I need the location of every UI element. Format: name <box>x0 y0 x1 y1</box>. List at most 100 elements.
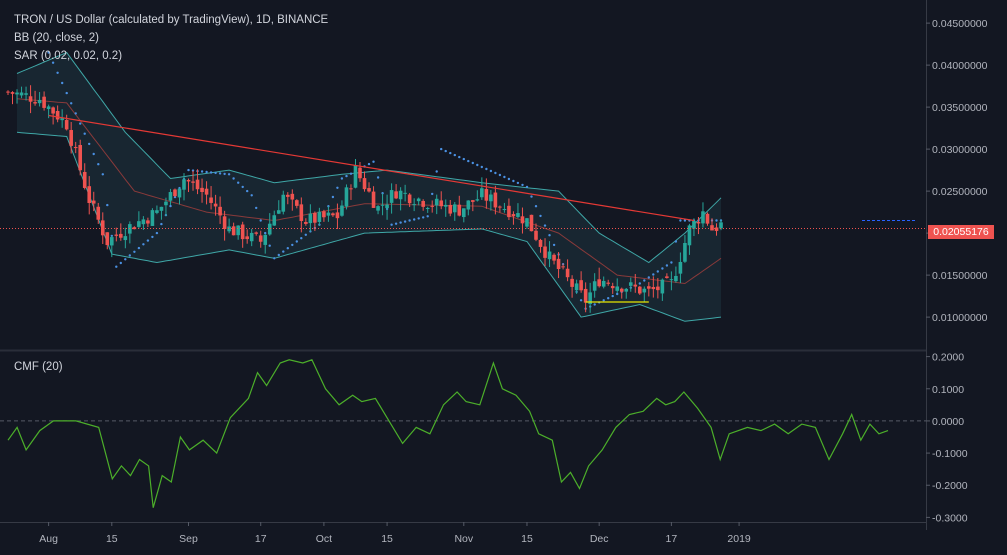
up-candle[interactable] <box>123 227 128 249</box>
down-candle[interactable] <box>91 191 96 212</box>
up-candle[interactable] <box>60 109 64 128</box>
down-candle[interactable] <box>570 275 574 298</box>
down-candle[interactable] <box>511 211 516 225</box>
down-candle[interactable] <box>714 223 719 236</box>
down-candle[interactable] <box>69 122 73 154</box>
bb-legend[interactable]: BB (20, close, 2) <box>14 32 100 44</box>
up-candle[interactable] <box>376 205 380 215</box>
down-candle[interactable] <box>696 216 701 235</box>
down-candle[interactable] <box>534 223 538 242</box>
down-candle[interactable] <box>538 238 543 253</box>
down-candle[interactable] <box>421 199 425 211</box>
up-candle[interactable] <box>452 202 457 221</box>
down-candle[interactable] <box>543 238 547 267</box>
down-candle[interactable] <box>507 198 511 221</box>
down-candle[interactable] <box>362 171 367 192</box>
down-candle[interactable] <box>552 253 556 265</box>
up-candle[interactable] <box>267 213 272 236</box>
down-candle[interactable] <box>119 223 123 241</box>
down-candle[interactable] <box>73 141 78 154</box>
down-candle[interactable] <box>349 184 353 200</box>
down-candle[interactable] <box>520 207 525 234</box>
up-candle[interactable] <box>326 206 331 222</box>
up-candle[interactable] <box>380 193 385 216</box>
down-candle[interactable] <box>146 217 150 227</box>
down-candle[interactable] <box>579 271 583 293</box>
up-candle[interactable] <box>502 202 507 213</box>
down-candle[interactable] <box>322 209 326 222</box>
down-candle[interactable] <box>335 203 340 230</box>
down-candle[interactable] <box>565 259 570 282</box>
down-candle[interactable] <box>87 176 92 215</box>
up-candle[interactable] <box>601 276 606 289</box>
up-candle[interactable] <box>344 184 349 210</box>
down-candle[interactable] <box>6 90 10 96</box>
up-candle[interactable] <box>592 273 597 298</box>
up-candle[interactable] <box>159 206 164 220</box>
down-candle[interactable] <box>371 186 376 208</box>
down-candle[interactable] <box>222 210 227 241</box>
down-candle[interactable] <box>448 200 453 217</box>
down-candle[interactable] <box>64 114 69 131</box>
up-candle[interactable] <box>475 190 480 202</box>
up-candle[interactable] <box>236 225 240 240</box>
up-candle[interactable] <box>615 278 620 293</box>
down-candle[interactable] <box>195 169 200 195</box>
down-candle[interactable] <box>173 188 177 197</box>
up-candle[interactable] <box>227 218 231 234</box>
down-candle[interactable] <box>213 194 218 216</box>
up-candle[interactable] <box>683 235 687 263</box>
down-candle[interactable] <box>651 276 656 298</box>
down-candle[interactable] <box>42 91 46 111</box>
up-candle[interactable] <box>281 190 286 215</box>
down-candle[interactable] <box>55 105 60 123</box>
down-candle[interactable] <box>51 106 55 125</box>
down-candle[interactable] <box>295 199 299 209</box>
down-candle[interactable] <box>200 178 204 203</box>
up-candle[interactable] <box>385 194 389 220</box>
up-candle[interactable] <box>701 202 705 228</box>
drawn-lines[interactable] <box>0 114 926 303</box>
down-candle[interactable] <box>313 211 317 232</box>
up-candle[interactable] <box>263 234 268 254</box>
down-candle[interactable] <box>556 252 561 279</box>
down-candle[interactable] <box>240 221 245 248</box>
up-candle[interactable] <box>412 198 416 212</box>
resistance-trend-line[interactable] <box>48 114 695 222</box>
up-candle[interactable] <box>434 194 439 215</box>
up-candle[interactable] <box>276 200 281 215</box>
down-candle[interactable] <box>665 273 669 279</box>
up-candle[interactable] <box>660 278 665 301</box>
up-candle[interactable] <box>480 177 484 200</box>
up-candle[interactable] <box>588 282 592 313</box>
down-candle[interactable] <box>583 282 588 313</box>
down-candle[interactable] <box>204 181 209 205</box>
down-candle[interactable] <box>561 263 565 270</box>
up-candle[interactable] <box>353 159 358 189</box>
up-candle[interactable] <box>37 92 42 107</box>
candles[interactable] <box>6 85 723 313</box>
up-candle[interactable] <box>340 200 344 217</box>
down-candle[interactable] <box>705 212 710 226</box>
down-candle[interactable] <box>656 278 660 299</box>
down-candle[interactable] <box>498 205 502 213</box>
down-candle[interactable] <box>10 91 15 105</box>
up-candle[interactable] <box>461 208 466 223</box>
up-candle[interactable] <box>389 183 394 214</box>
up-candle[interactable] <box>489 190 493 211</box>
up-candle[interactable] <box>398 187 403 211</box>
down-candle[interactable] <box>33 90 37 106</box>
up-candle[interactable] <box>168 188 173 205</box>
down-candle[interactable] <box>114 227 119 242</box>
up-candle[interactable] <box>141 216 146 230</box>
up-candle[interactable] <box>669 271 674 291</box>
down-candle[interactable] <box>82 163 87 190</box>
down-candle[interactable] <box>439 191 444 210</box>
up-candle[interactable] <box>177 188 182 205</box>
down-candle[interactable] <box>258 230 263 248</box>
down-candle[interactable] <box>457 195 462 217</box>
up-candle[interactable] <box>109 236 114 258</box>
up-candle[interactable] <box>272 210 277 226</box>
down-candle[interactable] <box>191 170 195 191</box>
